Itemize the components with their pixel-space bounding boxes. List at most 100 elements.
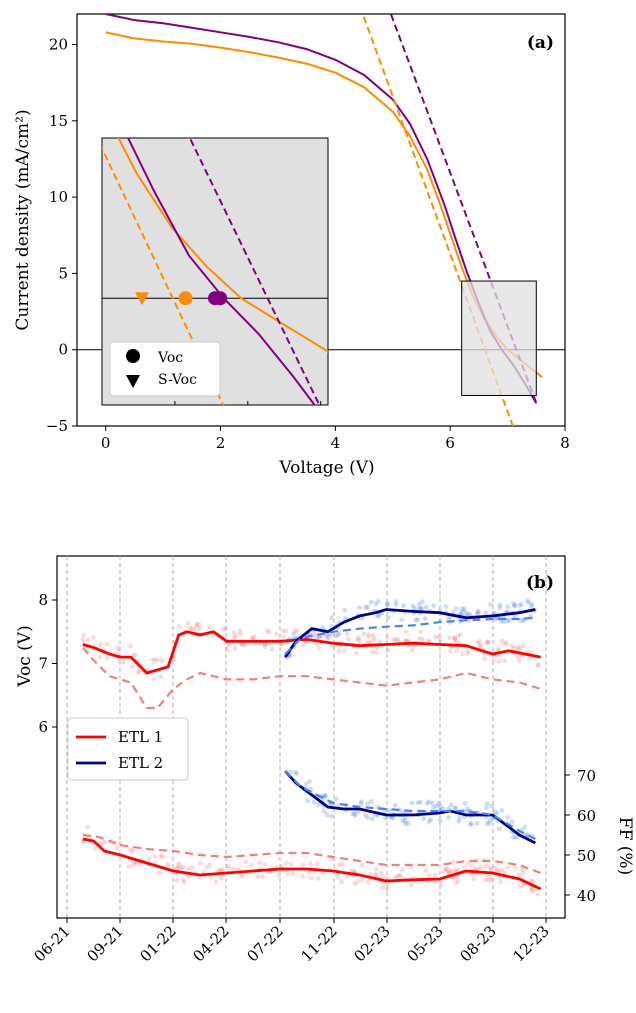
scatter-point bbox=[204, 864, 210, 870]
scatter-point bbox=[397, 807, 402, 813]
scatter-point bbox=[448, 649, 453, 654]
voc-marker-purple bbox=[208, 291, 222, 306]
scatter-point bbox=[151, 676, 157, 682]
scatter-point bbox=[484, 639, 490, 645]
x-tick-label: 05-23 bbox=[404, 922, 447, 965]
scatter-point bbox=[309, 875, 314, 881]
scatter-point bbox=[468, 821, 473, 827]
legend-circle-icon bbox=[126, 349, 140, 363]
scatter-point bbox=[218, 876, 224, 881]
panel-b-frame bbox=[56, 555, 566, 919]
scatter-point bbox=[461, 606, 467, 612]
scatter-point bbox=[238, 631, 243, 637]
scatter-point bbox=[482, 656, 487, 662]
scatter-point bbox=[276, 873, 281, 878]
scatter-point bbox=[186, 866, 192, 871]
scatter-point bbox=[370, 649, 375, 655]
scatter-point bbox=[510, 834, 516, 840]
scatter-point bbox=[413, 617, 419, 623]
scatter-point bbox=[405, 820, 411, 826]
scatter-point bbox=[155, 657, 161, 663]
scatter-point bbox=[226, 863, 231, 869]
scatter-point bbox=[216, 868, 222, 873]
scatter-point bbox=[81, 840, 87, 845]
scatter-point bbox=[408, 882, 414, 888]
scatter-point bbox=[116, 648, 121, 653]
scatter-point bbox=[476, 866, 481, 872]
scatter-point bbox=[131, 652, 136, 658]
scatter-point bbox=[446, 868, 451, 874]
scatter-point bbox=[444, 866, 449, 872]
scatter-point bbox=[115, 645, 120, 650]
scatter-point bbox=[478, 642, 484, 648]
scatter-point bbox=[487, 865, 493, 871]
scatter-point bbox=[264, 628, 270, 633]
panel-b: 06-21 09-21 01-22 04-22 07-22 11-22 02-23 05-23… bbox=[15, 555, 635, 965]
scatter-point bbox=[174, 866, 180, 871]
y-left-tick-label: 8 bbox=[38, 591, 48, 609]
scatter-point bbox=[431, 805, 436, 810]
scatter-point bbox=[249, 862, 254, 868]
scatter-point bbox=[365, 879, 371, 885]
scatter-point bbox=[136, 668, 142, 674]
scatter-point bbox=[127, 847, 133, 852]
scatter-point bbox=[469, 863, 475, 869]
y-tick-label: 0 bbox=[58, 341, 68, 359]
scatter-point bbox=[493, 616, 498, 622]
scatter-point bbox=[219, 867, 225, 872]
scatter-point bbox=[453, 606, 459, 611]
scatter-point bbox=[130, 863, 136, 868]
voc-marker-orange bbox=[178, 291, 193, 306]
scatter-point bbox=[230, 866, 236, 872]
scatter-point bbox=[509, 819, 515, 825]
scatter-point bbox=[404, 638, 410, 643]
scatter-point bbox=[517, 645, 523, 651]
scatter-point bbox=[392, 802, 398, 808]
scatter-point bbox=[294, 771, 300, 777]
scatter-point bbox=[417, 606, 422, 611]
scatter-point bbox=[412, 605, 417, 611]
scatter-point bbox=[288, 769, 294, 775]
scatter-point bbox=[361, 631, 367, 637]
scatter-point bbox=[368, 799, 374, 804]
scatter-point bbox=[518, 883, 524, 888]
inset-legend-label: Voc bbox=[157, 350, 183, 366]
scatter-point bbox=[224, 648, 230, 653]
scatter-point bbox=[152, 657, 158, 662]
scatter-point bbox=[458, 610, 463, 616]
scatter-point bbox=[342, 648, 347, 654]
scatter-point bbox=[98, 642, 104, 647]
scatter-point bbox=[128, 643, 134, 649]
scatter-point bbox=[439, 882, 444, 888]
scatter-point bbox=[176, 861, 182, 867]
series-etl2-voc-dashed bbox=[284, 616, 536, 655]
scatter-point bbox=[346, 636, 351, 642]
scatter-point bbox=[476, 644, 482, 649]
scatter-point bbox=[92, 845, 98, 851]
scatter-point bbox=[357, 605, 362, 610]
scatter-point bbox=[476, 609, 481, 615]
scatter-point bbox=[316, 645, 321, 651]
scatter-point bbox=[180, 877, 186, 883]
scatter-point bbox=[315, 861, 320, 866]
scatter-point bbox=[251, 634, 257, 640]
scatter-point bbox=[237, 628, 243, 634]
scatter-point bbox=[435, 801, 441, 806]
scatter-point bbox=[483, 805, 489, 811]
scatter-point bbox=[130, 664, 135, 669]
scatter-point bbox=[242, 642, 248, 648]
scatter-point bbox=[428, 817, 434, 822]
scatter-point bbox=[520, 618, 526, 623]
scatter-point bbox=[221, 626, 227, 632]
scatter-point bbox=[491, 610, 497, 616]
scatter-point bbox=[512, 602, 517, 608]
scatter-point bbox=[157, 870, 162, 876]
scatter-point bbox=[355, 635, 361, 640]
scatter-point bbox=[102, 840, 108, 845]
scatter-point bbox=[293, 769, 298, 775]
scatter-point bbox=[438, 804, 444, 809]
scatter-point bbox=[416, 601, 422, 607]
scatter-point bbox=[408, 865, 414, 870]
scatter-point bbox=[511, 601, 516, 606]
